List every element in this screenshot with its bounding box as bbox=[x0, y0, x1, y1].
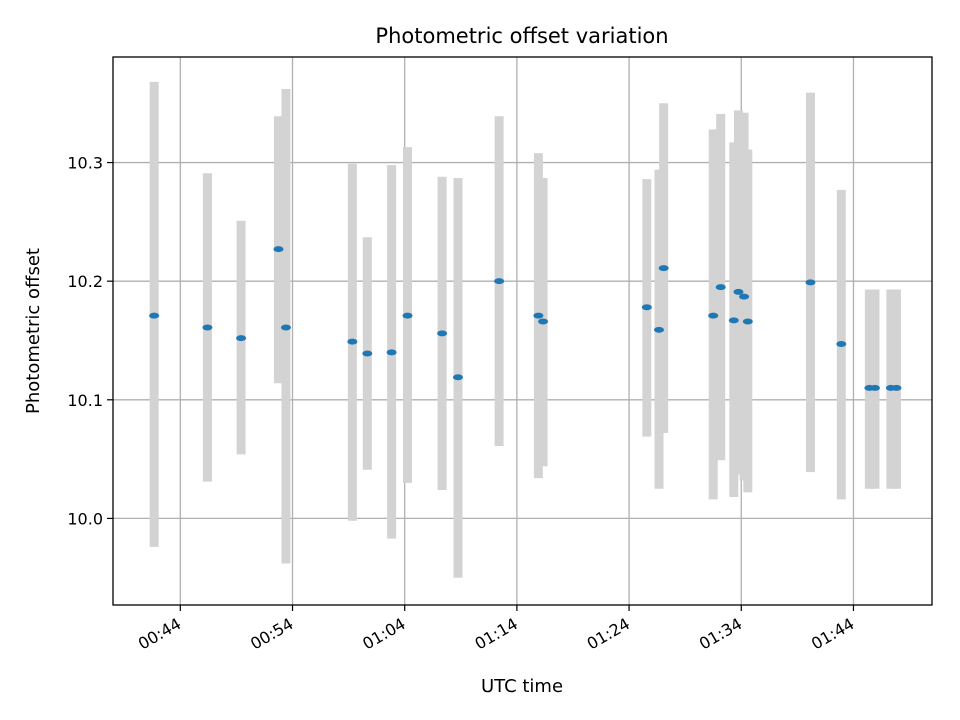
x-tick-label: 00:44 bbox=[135, 614, 184, 654]
data-point bbox=[891, 384, 902, 391]
data-point bbox=[494, 278, 505, 285]
plot-frame bbox=[112, 56, 933, 606]
data-point bbox=[149, 312, 160, 319]
data-point bbox=[347, 338, 358, 345]
data-point bbox=[538, 318, 549, 325]
data-point bbox=[739, 293, 750, 300]
data-point bbox=[715, 284, 726, 291]
x-axis-label: UTC time bbox=[481, 676, 563, 697]
data-point bbox=[658, 265, 669, 272]
data-point bbox=[280, 324, 291, 331]
x-axis-ticks: 00:44 00:54 01:04 01:14 01:24 01:34 01:44 bbox=[135, 605, 857, 654]
data-point bbox=[805, 279, 816, 286]
data-points bbox=[149, 246, 902, 391]
x-tick-label: 00:54 bbox=[247, 614, 296, 654]
data-point bbox=[869, 384, 880, 391]
data-point bbox=[236, 335, 247, 342]
y-tick-label: 10.2 bbox=[67, 272, 103, 291]
data-point bbox=[836, 341, 847, 348]
y-tick-label: 10.1 bbox=[67, 391, 103, 410]
y-tick-label: 10.0 bbox=[67, 509, 103, 528]
data-point bbox=[402, 312, 413, 319]
y-axis-ticks: 10.0 10.1 10.2 10.3 bbox=[67, 154, 113, 528]
data-point bbox=[202, 324, 213, 331]
data-point bbox=[533, 312, 544, 319]
error-bars bbox=[149, 81, 901, 578]
x-tick-label: 01:34 bbox=[696, 614, 745, 654]
x-tick-label: 01:04 bbox=[359, 614, 408, 654]
data-point bbox=[386, 349, 397, 356]
data-point bbox=[733, 288, 744, 295]
chart-title: Photometric offset variation bbox=[375, 24, 668, 48]
data-point bbox=[452, 374, 463, 381]
x-tick-label: 01:14 bbox=[471, 614, 520, 654]
y-axis-label: Photometric offset bbox=[23, 248, 44, 414]
data-point bbox=[708, 312, 719, 319]
x-tick-label: 01:44 bbox=[808, 614, 857, 654]
x-tick-label: 01:24 bbox=[584, 614, 633, 654]
data-point bbox=[641, 304, 652, 311]
data-point bbox=[742, 318, 753, 325]
data-point bbox=[362, 350, 373, 357]
y-tick-label: 10.3 bbox=[67, 154, 103, 173]
data-point bbox=[273, 246, 284, 253]
data-point bbox=[728, 317, 739, 324]
data-point bbox=[437, 330, 448, 337]
data-point bbox=[654, 326, 664, 333]
